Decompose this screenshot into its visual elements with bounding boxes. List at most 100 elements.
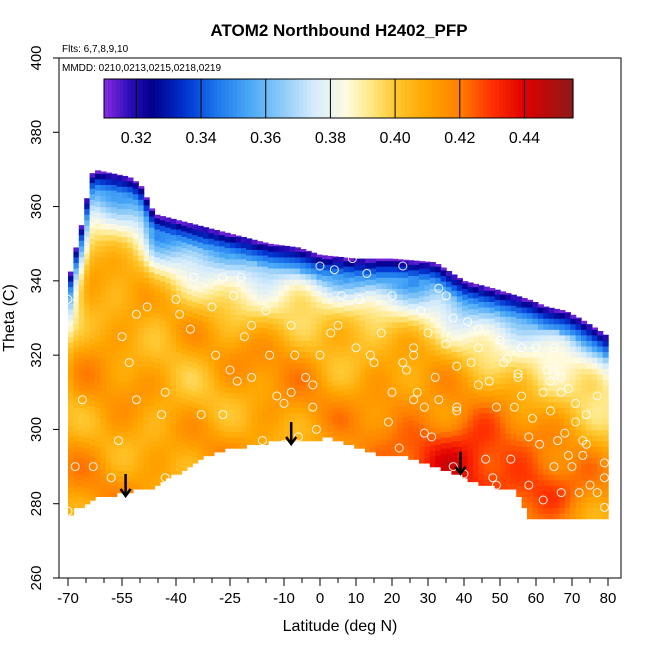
- field-cell: [521, 457, 528, 464]
- field-cell: [435, 305, 442, 312]
- field-cell: [84, 381, 91, 388]
- field-cell: [78, 401, 85, 408]
- field-cell: [564, 418, 571, 425]
- sample-point: [401, 365, 411, 375]
- field-cell: [143, 455, 150, 462]
- field-cell: [564, 329, 571, 336]
- field-cell: [165, 227, 172, 234]
- field-cell: [284, 301, 291, 308]
- field-cell: [230, 331, 237, 338]
- field-cell: [284, 245, 291, 252]
- field-cell: [402, 344, 409, 351]
- field-cell: [284, 340, 291, 347]
- field-cell: [176, 220, 183, 224]
- field-cell: [446, 358, 453, 366]
- field-cell: [586, 362, 593, 369]
- field-cell: [143, 199, 150, 206]
- colorbar-segment: [412, 79, 418, 118]
- colorbar-segment: [569, 79, 574, 118]
- plot-frame: [58, 57, 622, 579]
- field-cell: [154, 290, 161, 297]
- field-cell: [359, 375, 366, 382]
- field-cell: [581, 457, 588, 464]
- field-cell: [111, 396, 118, 403]
- field-cell: [111, 412, 118, 419]
- field-cell: [262, 416, 269, 423]
- field-cell: [408, 325, 415, 332]
- field-cell: [224, 336, 231, 343]
- field-cell: [100, 446, 107, 453]
- field-cell: [100, 240, 107, 247]
- field-cell: [262, 410, 269, 418]
- field-cell: [159, 420, 166, 427]
- field-cell: [338, 435, 345, 442]
- field-cell: [262, 338, 269, 345]
- field-cell: [321, 292, 328, 299]
- field-cell: [564, 468, 571, 475]
- field-cell: [192, 401, 199, 408]
- field-cell: [451, 295, 458, 302]
- field-cell: [392, 366, 399, 373]
- field-cell: [305, 273, 312, 280]
- field-cell: [235, 236, 242, 243]
- field-cell: [213, 396, 220, 403]
- field-cell: [165, 249, 172, 256]
- field-cell: [235, 342, 242, 349]
- field-cell: [132, 472, 139, 479]
- field-cell: [100, 429, 107, 436]
- field-cell: [84, 353, 91, 360]
- field-cell: [73, 390, 80, 397]
- field-cell: [143, 416, 150, 423]
- field-cell: [89, 260, 96, 267]
- field-cell: [392, 299, 399, 306]
- field-cell: [149, 455, 156, 462]
- field-cell: [165, 349, 172, 356]
- field-cell: [516, 423, 523, 431]
- field-cell: [240, 342, 247, 349]
- field-cell: [116, 230, 123, 237]
- field-cell: [478, 418, 485, 425]
- field-cell: [381, 371, 388, 379]
- field-cell: [257, 438, 264, 445]
- field-cell: [510, 472, 517, 479]
- field-cell: [419, 329, 426, 336]
- field-cell: [581, 334, 588, 341]
- field-cell: [397, 293, 404, 301]
- field-cell: [554, 362, 561, 369]
- field-cell: [95, 384, 102, 392]
- field-cell: [181, 221, 188, 226]
- x-tick-label: 30: [420, 590, 437, 607]
- field-cell: [230, 314, 237, 321]
- field-cell: [348, 277, 355, 284]
- field-cell: [78, 418, 85, 425]
- field-cell: [111, 245, 118, 252]
- field-cell: [116, 214, 123, 221]
- field-cell: [527, 468, 534, 475]
- field-cell: [348, 282, 355, 289]
- field-cell: [127, 464, 134, 471]
- field-cell: [138, 332, 145, 340]
- field-cell: [435, 394, 442, 401]
- field-cell: [122, 314, 129, 321]
- field-cell: [95, 340, 102, 347]
- field-cell: [219, 295, 226, 302]
- field-cell: [554, 507, 561, 514]
- field-cell: [219, 423, 226, 431]
- field-cell: [419, 451, 426, 458]
- field-cell: [478, 423, 485, 431]
- field-cell: [132, 232, 139, 239]
- field-cell: [208, 377, 215, 384]
- field-cell: [267, 256, 274, 263]
- field-cell: [543, 312, 550, 319]
- field-cell: [489, 440, 496, 447]
- field-cell: [181, 436, 188, 444]
- field-cell: [132, 199, 139, 206]
- field-cell: [408, 292, 415, 299]
- field-cell: [176, 279, 183, 286]
- field-cell: [192, 234, 199, 241]
- field-cell: [543, 474, 550, 481]
- field-cell: [564, 323, 571, 330]
- field-cell: [370, 267, 377, 275]
- field-cell: [176, 256, 183, 263]
- field-cell: [273, 290, 280, 297]
